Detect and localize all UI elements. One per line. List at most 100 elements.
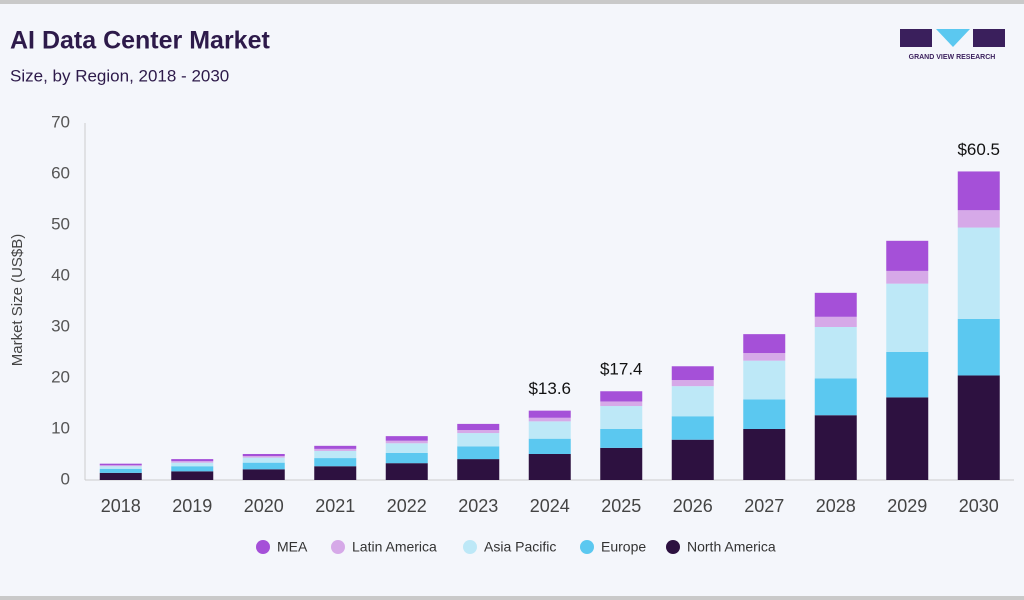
bar-segment bbox=[457, 446, 500, 460]
bar-segment bbox=[314, 466, 357, 480]
bar-segment bbox=[600, 391, 643, 402]
bar-segment bbox=[957, 227, 1000, 319]
total-label: $17.4 bbox=[600, 360, 643, 379]
bar-segment bbox=[242, 457, 285, 463]
bar-segment bbox=[886, 351, 929, 398]
bar-segment bbox=[814, 415, 857, 480]
bar-segment bbox=[671, 380, 714, 387]
bar-segment bbox=[242, 462, 285, 470]
bar-segment bbox=[314, 445, 357, 449]
legend-label: MEA bbox=[277, 539, 308, 555]
x-tick-label: 2018 bbox=[101, 496, 141, 516]
x-tick-label: 2026 bbox=[673, 496, 713, 516]
bar-segment bbox=[814, 327, 857, 379]
legend-label: North America bbox=[687, 539, 776, 555]
logo-block bbox=[936, 29, 970, 47]
y-tick-label: 10 bbox=[51, 418, 70, 437]
bar-segment bbox=[528, 417, 571, 422]
bar-segment bbox=[957, 318, 1000, 376]
bar-segment bbox=[671, 366, 714, 381]
x-tick-label: 2024 bbox=[530, 496, 570, 516]
legend-marker bbox=[463, 540, 477, 554]
bar-segment bbox=[385, 440, 428, 444]
x-tick-label: 2029 bbox=[887, 496, 927, 516]
legend-marker bbox=[256, 540, 270, 554]
bar-segment bbox=[886, 283, 929, 352]
x-tick-label: 2019 bbox=[172, 496, 212, 516]
bar-segment bbox=[814, 316, 857, 327]
bar-segment bbox=[171, 461, 214, 463]
bar-segment bbox=[528, 453, 571, 480]
bar-segment bbox=[743, 399, 786, 429]
bar-segment bbox=[99, 465, 142, 467]
bar-segment bbox=[886, 270, 929, 284]
y-tick-label: 60 bbox=[51, 163, 70, 182]
bar-segment bbox=[99, 463, 142, 466]
bar-segment bbox=[171, 466, 214, 472]
bar-segment bbox=[457, 459, 500, 480]
bar-segment bbox=[385, 452, 428, 464]
bar-segment bbox=[600, 401, 643, 407]
bar-segment bbox=[528, 410, 571, 418]
bar-segment bbox=[743, 353, 786, 361]
bar-segment bbox=[814, 378, 857, 416]
bar-segment bbox=[743, 429, 786, 480]
y-tick-label: 40 bbox=[51, 265, 70, 284]
bar-segment bbox=[957, 210, 1000, 228]
total-label: $60.5 bbox=[957, 140, 1000, 159]
logo-text: GRAND VIEW RESEARCH bbox=[909, 54, 996, 61]
y-tick-label: 50 bbox=[51, 214, 70, 233]
bar-segment bbox=[385, 463, 428, 480]
bar-segment bbox=[99, 466, 142, 469]
x-tick-label: 2030 bbox=[959, 496, 999, 516]
bar-segment bbox=[242, 456, 285, 458]
legend-marker bbox=[666, 540, 680, 554]
bar-segment bbox=[886, 240, 929, 271]
bar-segment bbox=[171, 471, 214, 480]
x-tick-label: 2020 bbox=[244, 496, 284, 516]
top-border bbox=[0, 0, 1024, 4]
bar-segment bbox=[600, 447, 643, 480]
bar-segment bbox=[671, 439, 714, 480]
bar-segment bbox=[242, 453, 285, 457]
x-tick-label: 2022 bbox=[387, 496, 427, 516]
bar-segment bbox=[99, 468, 142, 473]
legend-marker bbox=[580, 540, 594, 554]
y-tick-label: 0 bbox=[61, 469, 70, 488]
x-tick-label: 2027 bbox=[744, 496, 784, 516]
x-tick-label: 2025 bbox=[601, 496, 641, 516]
bar-segment bbox=[814, 292, 857, 317]
bar-segment bbox=[600, 406, 643, 429]
legend-label: Latin America bbox=[352, 539, 437, 555]
y-tick-label: 30 bbox=[51, 316, 70, 335]
legend-marker bbox=[331, 540, 345, 554]
chart-subtitle: Size, by Region, 2018 - 2030 bbox=[10, 66, 229, 85]
bar-segment bbox=[385, 443, 428, 453]
bar-segment bbox=[457, 433, 500, 447]
bar-segment bbox=[314, 458, 357, 467]
x-tick-label: 2021 bbox=[315, 496, 355, 516]
total-label: $13.6 bbox=[528, 379, 571, 398]
y-tick-label: 70 bbox=[51, 112, 70, 131]
bar-segment bbox=[600, 429, 643, 448]
y-axis-label: Market Size (US$B) bbox=[9, 234, 26, 367]
x-tick-label: 2023 bbox=[458, 496, 498, 516]
bar-segment bbox=[99, 472, 142, 480]
bar-segment bbox=[671, 386, 714, 417]
logo: GRAND VIEW RESEARCH bbox=[900, 29, 1005, 61]
bar-segment bbox=[385, 436, 428, 441]
bar-segment bbox=[528, 438, 571, 454]
bar-segment bbox=[457, 423, 500, 431]
chart-title: AI Data Center Market bbox=[10, 27, 270, 55]
logo-block bbox=[900, 29, 932, 47]
bar-segment bbox=[528, 421, 571, 439]
bar-segment bbox=[314, 450, 357, 459]
bar-segment bbox=[743, 334, 786, 354]
y-tick-label: 20 bbox=[51, 367, 70, 386]
bar-segment bbox=[457, 430, 500, 434]
bar-segment bbox=[957, 171, 1000, 211]
bar-segment bbox=[957, 375, 1000, 480]
